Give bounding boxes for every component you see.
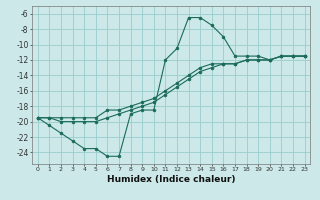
X-axis label: Humidex (Indice chaleur): Humidex (Indice chaleur) (107, 175, 236, 184)
